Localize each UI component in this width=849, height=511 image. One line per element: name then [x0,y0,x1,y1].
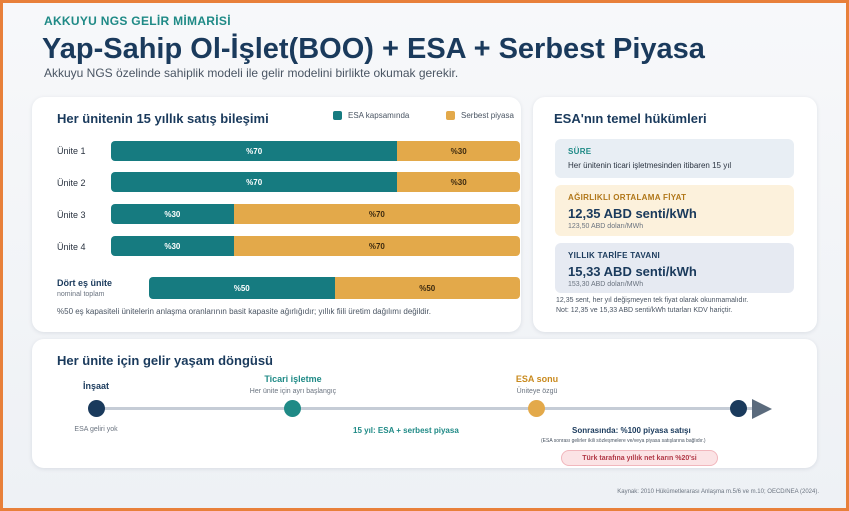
sales-card-title: Her ünitenin 15 yıllık satış bileşimi [57,111,269,126]
tariff-cap-value: 15,33 ABD senti/kWh [568,264,697,279]
page-kicker: AKKUYU NGS GELİR MİMARİSİ [44,14,231,28]
unit-3-bar: %30 %70 [111,204,520,224]
unit-1-bar: %70 %30 [111,141,520,161]
legend-free: Serbest piyasa [446,111,514,120]
legend-free-label: Serbest piyasa [461,111,514,120]
esa-note-1: 12,35 sent, her yıl değişmeyen tek fiyat… [556,297,749,304]
legend-esa-label: ESA kapsamında [348,111,410,120]
stage-commercial-sub: Her ünite için ayrı başlangıç [249,388,337,395]
unit-1-label: Ünite 1 [57,146,86,156]
duration-text: Her ünitenin ticari işletmesinden itibar… [568,161,732,170]
total-free-segment: %50 [334,277,520,299]
page-title: Yap-Sahip Ol-İşlet(BOO) + ESA + Serbest … [42,33,705,65]
esa-note-2: Not: 12,35 ve 15,33 ABD senti/kWh tutarl… [556,307,733,314]
timeline-dot-commercial [284,400,301,417]
total-bar: %50 %50 [149,277,520,299]
unit-2-esa-segment: %70 [111,172,398,192]
unit-3-esa-segment: %30 [111,204,234,224]
source-note: Kaynak: 2010 Hükümetlerarası Anlaşma m.5… [617,489,819,495]
post-esa-label: Sonrasında: %100 piyasa satışı [572,426,691,435]
total-sublabel: nominal toplam [57,291,105,298]
unit-3-label: Ünite 3 [57,210,86,220]
total-esa-segment: %50 [149,277,335,299]
avg-price-box: AĞIRLIKLI ORTALAMA FİYAT 12,35 ABD senti… [555,185,794,236]
unit-3-free-segment: %70 [233,204,520,224]
timeline-arrow-icon [752,399,772,419]
unit-2-bar: %70 %30 [111,172,520,192]
unit-4-esa-segment: %30 [111,236,234,256]
net-profit-share-badge: Türk tarafına yıllık net karın %20'si [561,450,718,466]
stage-construction-sub: ESA geliri yok [74,426,118,433]
stage-construction-head: İnşaat [82,381,110,391]
timeline-dot-end [730,400,747,417]
legend-esa: ESA kapsamında [333,111,409,120]
legend-esa-swatch [333,111,342,120]
lifecycle-card [32,339,817,468]
unit-4-bar: %30 %70 [111,236,520,256]
esa-card-title: ESA'nın temel hükümleri [554,111,707,126]
tariff-cap-label: YILLIK TARİFE TAVANI [568,251,661,260]
page-subtitle: Akkuyu NGS özelinde sahiplik modeli ile … [44,66,459,80]
timeline-dot-construction [88,400,105,417]
stage-esa-end-head: ESA sonu [515,374,559,384]
unit-1-esa-segment: %70 [111,141,398,161]
legend-free-swatch [446,111,455,120]
total-label: Dört eş ünite [57,278,113,288]
tariff-cap-box: YILLIK TARİFE TAVANI 15,33 ABD senti/kWh… [555,243,794,293]
esa-period-label: 15 yıl: ESA + serbest piyasa [353,426,459,435]
unit-4-free-segment: %70 [233,236,520,256]
sales-footnote: %50 eş kapasiteli ünitelerin anlaşma ora… [57,307,431,316]
unit-1-free-segment: %30 [397,141,520,161]
avg-price-label: AĞIRLIKLI ORTALAMA FİYAT [568,193,687,202]
stage-esa-end-sub: Üniteye özgü [516,388,558,395]
post-esa-sub: (ESA sonrası gelirler ikili sözleşmelere… [541,438,706,444]
stage-commercial-head: Ticari işletme [264,374,322,384]
avg-price-value: 12,35 ABD senti/kWh [568,206,697,221]
lifecycle-title: Her ünite için gelir yaşam döngüsü [57,353,273,368]
unit-4-label: Ünite 4 [57,242,86,252]
duration-label: SÜRE [568,147,592,156]
timeline-line [98,407,754,410]
duration-box: SÜRE Her ünitenin ticari işletmesinden i… [555,139,794,178]
tariff-cap-sub: 153,30 ABD doları/MWh [568,281,644,288]
unit-2-free-segment: %30 [397,172,520,192]
timeline-dot-esa-end [528,400,545,417]
unit-2-label: Ünite 2 [57,178,86,188]
avg-price-sub: 123,50 ABD doları/MWh [568,223,644,230]
